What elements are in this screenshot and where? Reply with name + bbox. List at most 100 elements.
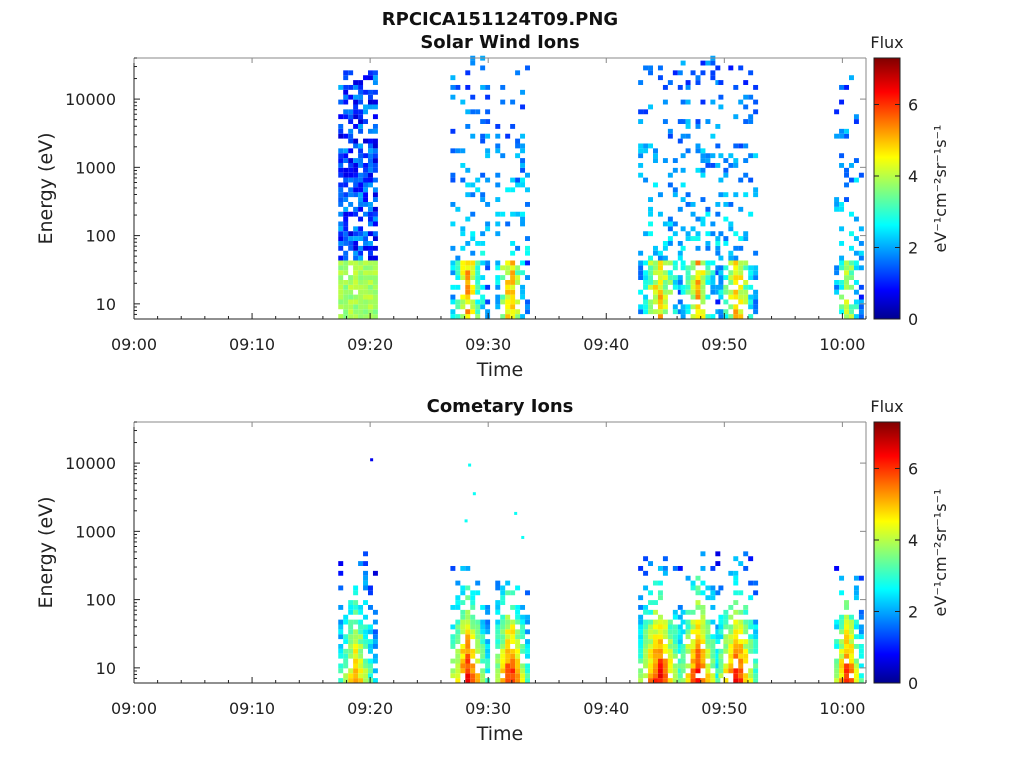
x-tick-label: 09:10 — [229, 335, 275, 354]
heatmap-cell — [638, 639, 644, 644]
heatmap-cell — [733, 673, 739, 679]
heatmap-cell — [515, 585, 521, 591]
heatmap-cell — [368, 304, 373, 310]
heatmap-cell — [525, 668, 530, 674]
heatmap-cell — [485, 94, 491, 100]
heatmap-cell — [657, 304, 663, 310]
heatmap-cell — [667, 280, 673, 285]
heatmap-cell — [500, 600, 506, 605]
heatmap-cell — [715, 201, 721, 207]
heatmap-cell — [372, 619, 378, 625]
heatmap-cell — [358, 304, 364, 310]
heatmap-cell — [662, 644, 668, 649]
heatmap-cell — [343, 153, 349, 159]
heatmap-cell — [348, 162, 354, 168]
heatmap-cell — [728, 614, 734, 620]
heatmap-cell — [677, 240, 683, 246]
heatmap-cell — [657, 255, 663, 261]
heatmap-cell — [643, 639, 649, 644]
heatmap-cell — [753, 99, 759, 105]
heatmap-cell — [638, 250, 644, 256]
heatmap-cell — [358, 99, 364, 105]
heatmap-cell — [358, 314, 364, 319]
heatmap-cell — [515, 177, 521, 183]
heatmap-cell — [353, 609, 359, 615]
x-tick-label: 09:30 — [465, 335, 511, 354]
heatmap-cell — [455, 678, 461, 683]
heatmap-cell — [515, 609, 521, 615]
heatmap-cell — [343, 299, 349, 305]
heatmap-cell — [460, 162, 466, 168]
heatmap-cell — [753, 275, 759, 280]
heatmap-cell — [510, 653, 516, 659]
heatmap-cell — [510, 265, 516, 271]
heatmap-cell — [653, 280, 658, 285]
heatmap-cell — [495, 580, 501, 586]
heatmap-cell — [455, 580, 461, 586]
heatmap-cell — [368, 299, 373, 305]
heatmap-cell — [743, 158, 749, 163]
heatmap-cell — [738, 284, 744, 290]
heatmap-cell — [710, 590, 716, 596]
heatmap-cell — [733, 314, 739, 319]
heatmap-cell — [510, 590, 516, 596]
heatmap-cell — [348, 600, 354, 605]
heatmap-cell — [723, 309, 729, 315]
heatmap-cell — [455, 265, 461, 271]
heatmap-cell — [353, 177, 359, 183]
heatmap-cell — [718, 624, 724, 630]
heatmap-cell — [685, 236, 691, 241]
heatmap-cell — [515, 182, 521, 188]
heatmap-cell — [525, 250, 530, 256]
heatmap-cell — [510, 250, 516, 256]
isolated-point — [472, 492, 476, 496]
heatmap-cell — [648, 270, 654, 276]
heatmap-cell — [715, 590, 721, 596]
heatmap-cell — [465, 294, 471, 300]
heatmap-cell — [343, 255, 349, 261]
heatmap-cell — [733, 309, 739, 315]
heatmap-cell — [495, 260, 501, 266]
heatmap-cell — [353, 600, 359, 605]
heatmap-cell — [667, 270, 673, 276]
heatmap-cell — [657, 619, 663, 625]
heatmap-cell — [700, 216, 706, 222]
heatmap-cell — [685, 133, 691, 139]
heatmap-cell — [844, 639, 849, 644]
heatmap-cell — [705, 294, 711, 300]
heatmap-cell — [648, 678, 654, 683]
heatmap-cell — [648, 309, 654, 315]
heatmap-cell — [839, 128, 845, 134]
heatmap-cell — [485, 639, 491, 644]
heatmap-cell — [455, 658, 461, 664]
burst-6 — [834, 75, 864, 319]
heatmap-cell — [505, 133, 511, 139]
heatmap-cell — [455, 600, 461, 605]
heatmap-cell — [839, 133, 845, 139]
heatmap-cell — [690, 609, 696, 615]
heatmap-cell — [485, 644, 491, 649]
heatmap-cell — [338, 629, 344, 635]
heatmap-cell — [510, 604, 516, 610]
heatmap-cell — [643, 299, 649, 305]
heatmap-cell — [738, 314, 744, 319]
heatmap-cell — [677, 639, 683, 644]
heatmap-cell — [657, 644, 663, 649]
heatmap-cell — [733, 192, 739, 198]
heatmap-cell — [638, 648, 644, 654]
heatmap-cell — [465, 309, 471, 315]
heatmap-cell — [715, 639, 721, 644]
x-tick-label: 09:00 — [111, 335, 157, 354]
heatmap-cell — [690, 658, 696, 664]
heatmap-cell — [638, 270, 644, 276]
heatmap-cell — [348, 648, 354, 654]
heatmap-cell — [358, 663, 364, 669]
heatmap-cell — [648, 211, 654, 217]
heatmap-cell — [858, 265, 864, 271]
heatmap-cell — [853, 119, 859, 124]
heatmap-cell — [690, 201, 696, 207]
heatmap-cell — [465, 265, 471, 271]
heatmap-cell — [348, 260, 354, 266]
heatmap-cell — [705, 624, 711, 630]
heatmap-cell — [348, 284, 354, 290]
